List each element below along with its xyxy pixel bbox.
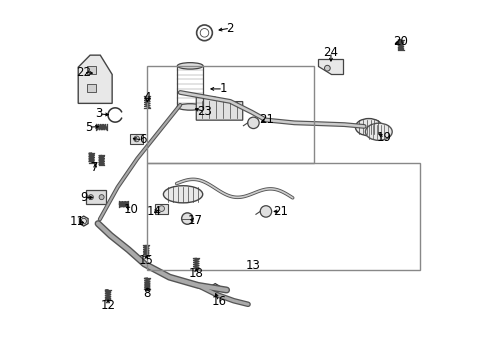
Circle shape xyxy=(159,206,164,211)
Circle shape xyxy=(134,136,139,142)
Ellipse shape xyxy=(177,63,203,69)
Polygon shape xyxy=(318,59,343,74)
Text: 24: 24 xyxy=(323,46,338,59)
Text: 19: 19 xyxy=(376,131,391,144)
Ellipse shape xyxy=(365,123,391,140)
Text: 2: 2 xyxy=(226,22,233,35)
Circle shape xyxy=(181,213,193,224)
Bar xyxy=(130,134,143,144)
Text: 23: 23 xyxy=(197,105,211,118)
Bar xyxy=(87,84,96,92)
Circle shape xyxy=(324,65,329,71)
Bar xyxy=(86,190,106,204)
Bar xyxy=(147,66,313,163)
Text: 1: 1 xyxy=(219,82,226,95)
Text: 21: 21 xyxy=(273,205,288,218)
Text: 10: 10 xyxy=(123,203,138,216)
Ellipse shape xyxy=(163,186,203,203)
Text: 3: 3 xyxy=(95,107,102,120)
Polygon shape xyxy=(78,55,112,103)
Text: 22: 22 xyxy=(76,66,91,78)
Text: 8: 8 xyxy=(143,287,151,300)
Text: 15: 15 xyxy=(139,254,153,267)
Text: 12: 12 xyxy=(101,299,115,312)
Polygon shape xyxy=(196,97,242,120)
Text: 11: 11 xyxy=(70,215,84,228)
Text: 4: 4 xyxy=(143,91,151,104)
Text: 14: 14 xyxy=(147,205,162,218)
Circle shape xyxy=(260,206,271,217)
Text: 20: 20 xyxy=(393,35,407,48)
Circle shape xyxy=(247,117,259,129)
Polygon shape xyxy=(79,216,88,226)
Text: 9: 9 xyxy=(80,192,87,204)
Circle shape xyxy=(99,195,104,200)
Text: 21: 21 xyxy=(259,113,274,126)
Ellipse shape xyxy=(177,104,203,110)
Circle shape xyxy=(88,195,93,200)
Bar xyxy=(155,203,168,213)
Text: 18: 18 xyxy=(188,267,203,280)
Text: 17: 17 xyxy=(187,213,203,226)
Text: 13: 13 xyxy=(245,258,260,271)
Text: 6: 6 xyxy=(139,134,146,147)
Polygon shape xyxy=(210,284,219,294)
Ellipse shape xyxy=(355,118,382,136)
Text: 16: 16 xyxy=(211,295,226,308)
Bar xyxy=(87,66,96,74)
Text: 5: 5 xyxy=(85,121,93,134)
Bar xyxy=(147,163,419,270)
Text: 7: 7 xyxy=(91,161,99,174)
